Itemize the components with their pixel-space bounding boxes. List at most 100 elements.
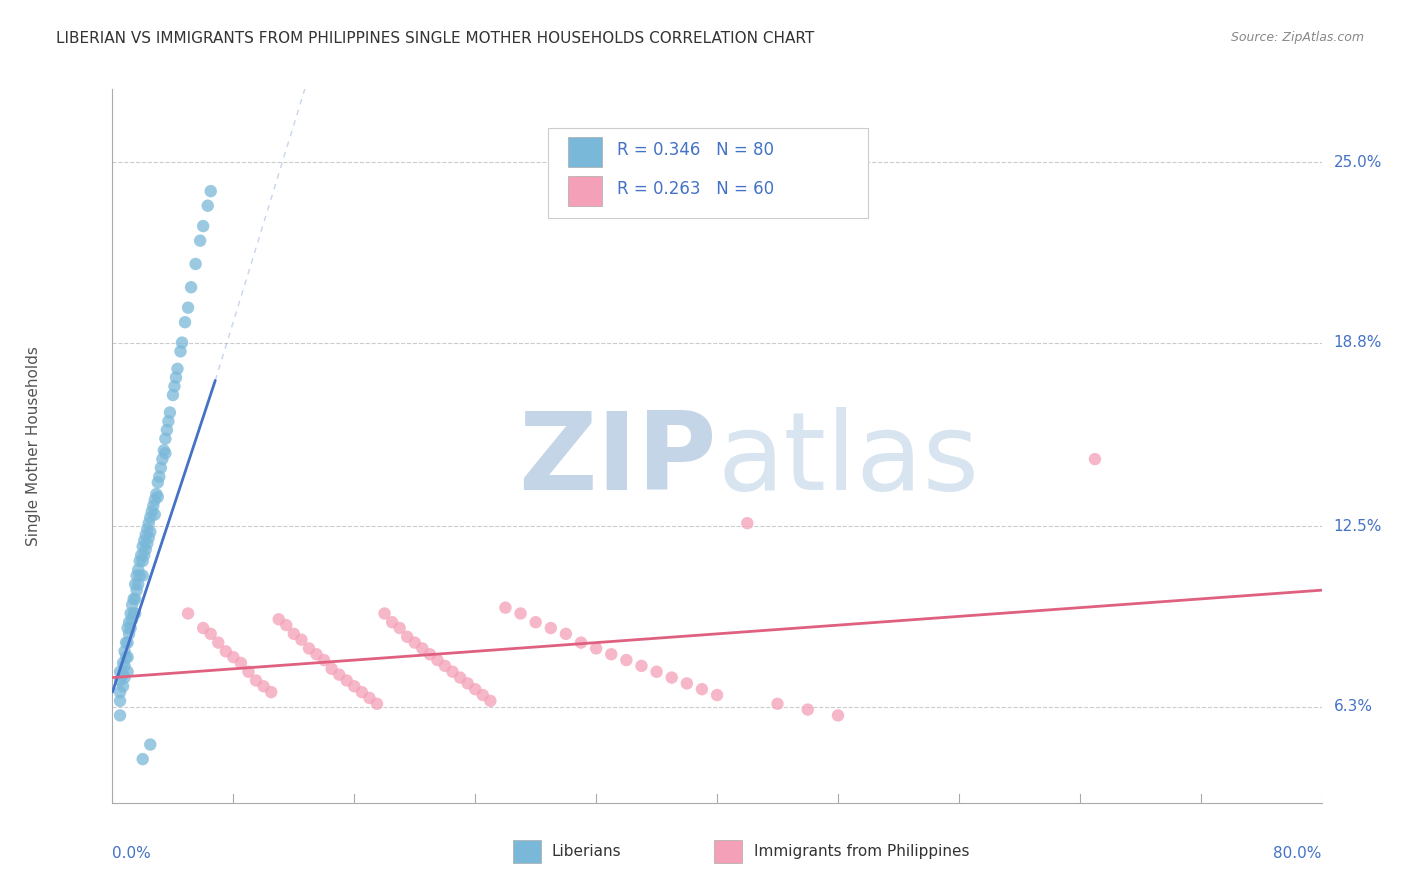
Point xyxy=(350,685,373,699)
Point xyxy=(706,688,728,702)
Point xyxy=(114,671,136,685)
Point xyxy=(200,627,222,641)
Text: atlas: atlas xyxy=(717,408,979,513)
Text: R = 0.346   N = 80: R = 0.346 N = 80 xyxy=(617,141,773,159)
Point xyxy=(134,533,156,548)
Point xyxy=(180,280,202,294)
Point xyxy=(143,492,166,507)
Point xyxy=(122,591,145,606)
Point xyxy=(229,656,252,670)
Point xyxy=(159,405,181,419)
Point xyxy=(112,667,135,681)
Point xyxy=(169,344,191,359)
Text: ZIP: ZIP xyxy=(519,408,717,513)
Point xyxy=(115,650,138,665)
Point xyxy=(366,697,388,711)
Point xyxy=(276,618,298,632)
Point xyxy=(136,522,159,536)
Point xyxy=(148,469,170,483)
Point xyxy=(328,667,350,681)
Point xyxy=(145,487,167,501)
Point xyxy=(554,627,576,641)
Point xyxy=(479,694,502,708)
Point xyxy=(457,676,479,690)
Point xyxy=(122,607,145,621)
Point xyxy=(115,635,138,649)
Text: 25.0%: 25.0% xyxy=(1334,154,1382,169)
Point xyxy=(139,524,162,539)
Text: 18.8%: 18.8% xyxy=(1334,335,1382,350)
Point xyxy=(471,688,494,702)
Point xyxy=(166,361,188,376)
Point xyxy=(441,665,464,679)
Point xyxy=(149,460,172,475)
Point xyxy=(359,690,381,705)
Point xyxy=(314,653,336,667)
Point xyxy=(305,647,328,661)
Point xyxy=(132,752,155,766)
Point xyxy=(134,548,156,562)
Point xyxy=(396,630,419,644)
Point xyxy=(125,583,148,598)
Point xyxy=(108,665,131,679)
FancyBboxPatch shape xyxy=(548,128,868,218)
Point xyxy=(156,423,179,437)
Point xyxy=(630,659,652,673)
Point xyxy=(336,673,359,688)
Point xyxy=(184,257,207,271)
Text: Immigrants from Philippines: Immigrants from Philippines xyxy=(754,845,969,859)
Point xyxy=(177,301,200,315)
Point xyxy=(690,682,713,697)
Point xyxy=(124,607,146,621)
Text: R = 0.263   N = 60: R = 0.263 N = 60 xyxy=(617,179,773,198)
Point xyxy=(290,632,312,647)
Point xyxy=(411,641,433,656)
Point xyxy=(127,577,149,591)
FancyBboxPatch shape xyxy=(568,137,602,168)
Point xyxy=(124,591,146,606)
Point xyxy=(404,635,426,649)
Point xyxy=(139,510,162,524)
FancyBboxPatch shape xyxy=(568,176,602,206)
Point xyxy=(114,659,136,673)
Point xyxy=(197,199,219,213)
Point xyxy=(120,607,142,621)
Point xyxy=(124,577,146,591)
Point xyxy=(796,703,818,717)
Point xyxy=(121,612,143,626)
Point xyxy=(146,475,169,490)
Point xyxy=(146,490,169,504)
Point xyxy=(827,708,849,723)
Point xyxy=(374,607,396,621)
Text: 12.5%: 12.5% xyxy=(1334,518,1382,533)
Point xyxy=(737,516,759,531)
Point xyxy=(162,388,184,402)
Point xyxy=(188,234,211,248)
Text: 0.0%: 0.0% xyxy=(112,847,152,862)
Point xyxy=(449,671,471,685)
Point xyxy=(569,635,592,649)
Point xyxy=(139,738,162,752)
Point xyxy=(132,540,155,554)
Point xyxy=(120,621,142,635)
Point xyxy=(464,682,486,697)
Point xyxy=(540,621,562,635)
Point xyxy=(108,708,131,723)
Point xyxy=(128,568,150,582)
Point xyxy=(118,627,141,641)
Point xyxy=(1084,452,1107,467)
Point xyxy=(238,665,260,679)
Point xyxy=(200,184,222,198)
Point xyxy=(433,659,456,673)
Point xyxy=(388,621,411,635)
Point xyxy=(142,499,165,513)
Point xyxy=(112,656,135,670)
Point xyxy=(128,554,150,568)
Point xyxy=(283,627,305,641)
Point xyxy=(174,315,197,329)
Point xyxy=(155,446,177,460)
Text: Single Mother Households: Single Mother Households xyxy=(27,346,41,546)
Point xyxy=(143,508,166,522)
Point xyxy=(645,665,668,679)
Point xyxy=(253,679,276,693)
